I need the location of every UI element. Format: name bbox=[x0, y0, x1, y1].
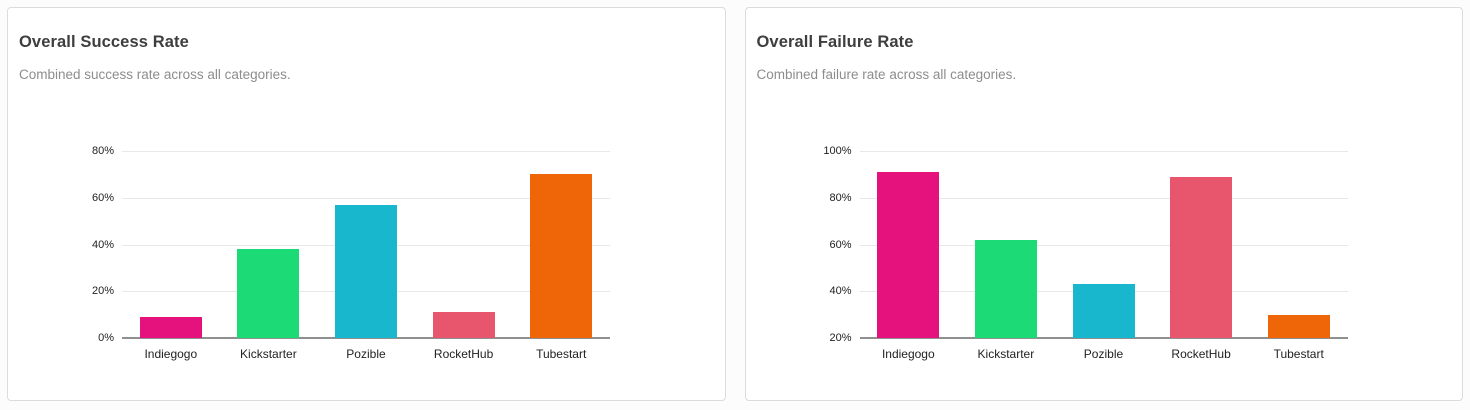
bar-rockethub[interactable] bbox=[432, 312, 495, 338]
y-tick-label: 40% bbox=[91, 238, 114, 251]
y-tick-label: 80% bbox=[829, 191, 852, 204]
card-subtitle: Combined success rate across all categor… bbox=[19, 67, 291, 82]
bar-indiegogo[interactable] bbox=[877, 172, 940, 338]
y-gridline bbox=[859, 151, 1348, 152]
bar-tubestart[interactable] bbox=[1267, 314, 1330, 338]
y-gridline bbox=[122, 197, 610, 199]
bar-kickstarter[interactable] bbox=[237, 249, 300, 338]
y-gridline bbox=[859, 244, 1348, 246]
y-tick-label: 40% bbox=[829, 285, 852, 298]
x-tick-label-rockethub: RocketHub bbox=[433, 347, 494, 361]
x-axis-line bbox=[859, 337, 1348, 339]
x-tick-label-indiegogo: Indiegogo bbox=[881, 347, 935, 361]
success-rate-card: Overall Success Rate Combined success ra… bbox=[7, 7, 726, 401]
y-tick-label: 20% bbox=[91, 285, 114, 298]
card-subtitle: Combined failure rate across all categor… bbox=[756, 67, 1017, 82]
bar-pozible[interactable] bbox=[335, 204, 397, 338]
success-rate-bar-chart: 0% 20% 40% 60% 80% Indiegogo Kickstarter Pozibl… bbox=[8, 8, 725, 400]
card-title: Overall Failure Rate bbox=[756, 33, 914, 51]
failure-rate-bar-chart: 20% 40% 60% 80% 100% Indiegogo Kickstarter Pozi… bbox=[746, 8, 1463, 400]
bar-kickstarter[interactable] bbox=[974, 239, 1037, 338]
y-gridline bbox=[859, 197, 1348, 199]
y-tick-label: 100% bbox=[823, 145, 852, 157]
bar-indiegogo[interactable] bbox=[139, 316, 202, 338]
x-tick-label-pozible: Pozible bbox=[1083, 347, 1124, 361]
y-tick-label: 80% bbox=[91, 145, 114, 157]
y-gridline bbox=[122, 151, 610, 152]
x-tick-label-kickstarter: Kickstarter bbox=[977, 347, 1035, 361]
x-tick-label-indiegogo: Indiegogo bbox=[144, 347, 198, 361]
y-tick-label: 60% bbox=[829, 238, 852, 251]
x-tick-label-tubestart: Tubestart bbox=[536, 347, 587, 361]
card-title: Overall Success Rate bbox=[19, 33, 189, 51]
bar-rockethub[interactable] bbox=[1170, 176, 1233, 338]
y-tick-label: 20% bbox=[829, 332, 852, 344]
bar-tubestart[interactable] bbox=[530, 174, 593, 338]
x-tick-label-tubestart: Tubestart bbox=[1273, 347, 1324, 361]
bar-pozible[interactable] bbox=[1072, 284, 1135, 338]
y-tick-label: 60% bbox=[91, 191, 114, 204]
x-tick-label-kickstarter: Kickstarter bbox=[240, 347, 297, 361]
y-tick-label: 0% bbox=[98, 332, 114, 344]
x-tick-label-pozible: Pozible bbox=[346, 347, 386, 361]
failure-rate-card: Overall Failure Rate Combined failure ra… bbox=[744, 7, 1463, 401]
x-tick-label-rockethub: RocketHub bbox=[1171, 347, 1231, 361]
x-axis-line bbox=[122, 337, 610, 339]
